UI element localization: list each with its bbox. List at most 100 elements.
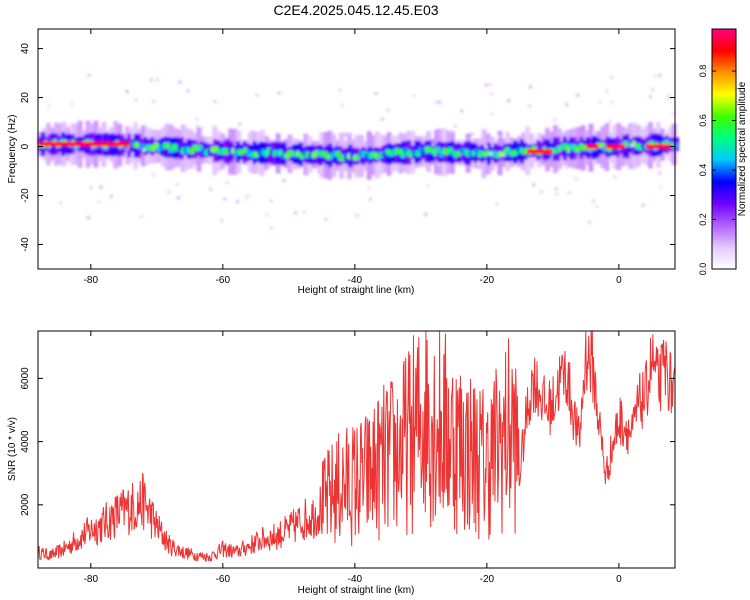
spectrogram-speckle (209, 187, 213, 191)
spectrogram-speckle (338, 88, 342, 92)
spectrogram-cell (557, 145, 562, 152)
spectrogram-cell (239, 149, 244, 156)
spectrogram-speckle (324, 217, 328, 221)
spectrogram-speckle (340, 103, 344, 107)
snr-x-tick-label: -80 (84, 574, 99, 585)
snr-x-tick-label: 0 (616, 574, 622, 585)
spectrogram-speckle (134, 98, 138, 102)
spectrogram-speckle (484, 145, 488, 149)
spectrogram-x-tick-label: -20 (480, 275, 495, 286)
spectrogram-speckle (374, 92, 378, 96)
spectrogram-speckle (641, 203, 645, 207)
spectrogram-speckle (125, 90, 129, 94)
snr-line (37, 330, 676, 562)
snr-y-axis: 2000 4000 6000 (20, 367, 675, 516)
spectrogram-cell (569, 143, 574, 150)
snr-x-axis: -80 -60 -40 -20 0 (84, 331, 622, 585)
spectrogram-speckle (97, 200, 101, 204)
spectrogram-cell (130, 140, 134, 147)
spectrogram-speckle (434, 100, 438, 104)
spectrogram-cell (186, 147, 190, 154)
spectrogram-cell (409, 151, 413, 158)
snr-x-tick-label: -20 (480, 574, 495, 585)
snr-y-tick-label: 4000 (20, 430, 31, 453)
spectrogram-speckle (87, 73, 91, 77)
spectrogram-cell (459, 148, 464, 154)
spectrogram-marks (38, 73, 679, 230)
spectrogram-speckle (426, 184, 430, 188)
spectrogram-speckle (175, 182, 179, 186)
spectrogram-speckle (497, 135, 501, 139)
spectrogram-speckle (142, 148, 146, 152)
spectrogram-cell (673, 142, 678, 149)
spectrogram-cell (355, 154, 360, 161)
spectrogram-speckle (282, 179, 286, 183)
spectrogram-speckle (386, 108, 390, 112)
spectrogram-speckle (269, 226, 273, 230)
spectrogram-y-tick-label: 20 (20, 92, 31, 104)
spectrogram-cell (450, 149, 455, 156)
spectrogram-speckle (109, 195, 113, 199)
snr-y-tick-label: 6000 (20, 367, 31, 390)
spectrogram-cell (575, 147, 580, 154)
spectrogram-speckle (565, 165, 569, 169)
spectrogram-speckle (195, 117, 199, 121)
spectrogram-cell (566, 147, 571, 154)
spectrogram-speckle (167, 190, 171, 194)
spectrogram-speckle (572, 132, 576, 136)
spectrogram-speckle (528, 104, 532, 108)
spectrogram-cell (433, 150, 437, 157)
spectrogram-speckle (553, 118, 557, 122)
spectrogram-speckle (277, 91, 281, 95)
spectrogram-x-tick-label: -60 (216, 275, 231, 286)
spectrogram-speckle (613, 175, 617, 179)
spectrogram-y-axis: 40 20 0 -20 -40 (20, 43, 675, 252)
spectrogram-x-label: Height of straight line (km) (298, 285, 415, 296)
snr-x-tick-label: -60 (216, 574, 231, 585)
spectrogram-speckle (529, 85, 533, 89)
spectrogram-speckle (658, 73, 662, 77)
spectrogram-speckle (630, 144, 634, 148)
spectrogram-cell (228, 146, 232, 153)
spectrogram-speckle (672, 112, 676, 116)
spectrogram-cell (400, 151, 405, 158)
spectrogram-speckle (249, 130, 253, 134)
spectrogram-speckle (200, 126, 204, 130)
spectrogram-speckle (220, 219, 224, 223)
spectrogram-speckle (649, 95, 653, 99)
spectrogram-y-label: Frequency (Hz) (7, 115, 18, 184)
colorbar: 0.0 0.2 0.4 0.6 0.8 Normalized spectral ampl… (698, 28, 748, 276)
spectrogram-speckle (269, 199, 273, 203)
spectrogram-speckle (140, 215, 144, 219)
spectrogram-panel: -80 -60 -40 -20 0 40 20 0 -20 -40 Height of stra… (7, 28, 679, 296)
spectrogram-cell (207, 148, 211, 155)
colorbar-label: Normalized spectral amplitude (737, 81, 748, 216)
spectrogram-speckle (431, 143, 435, 147)
spectrogram-peak (645, 144, 672, 149)
spectrogram-cell (234, 151, 238, 158)
spectrogram-speckle (438, 133, 442, 137)
spectrogram-y-tick-label: -20 (20, 188, 31, 203)
spectrogram-speckle (507, 99, 511, 103)
spectrogram-cell (141, 143, 146, 150)
spectrogram-frame (37, 28, 676, 270)
page-title: C2E4.2025.045.12.45.E03 (273, 2, 439, 18)
spectrogram-cell (343, 154, 348, 161)
spectrogram-cell (165, 142, 171, 149)
spectrogram-speckle (260, 130, 264, 134)
spectrogram-speckle (294, 211, 298, 215)
spectrogram-speckle (245, 195, 249, 199)
spectrogram-speckle (576, 93, 580, 97)
spectrogram-cell (231, 147, 235, 154)
spectrogram-speckle (505, 131, 509, 135)
colorbar-tick-label: 0.4 (698, 164, 708, 177)
spectrogram-speckle (500, 153, 504, 157)
colorbar-tick-label: 0.0 (698, 263, 708, 276)
spectrogram-cell (136, 142, 140, 149)
spectrogram-speckle (574, 177, 578, 181)
spectrogram-speckle (368, 197, 372, 201)
spectrogram-cell (287, 150, 291, 157)
spectrogram-speckle (460, 109, 464, 113)
spectrogram-cell (272, 150, 277, 157)
spectrogram-peak (585, 144, 600, 149)
